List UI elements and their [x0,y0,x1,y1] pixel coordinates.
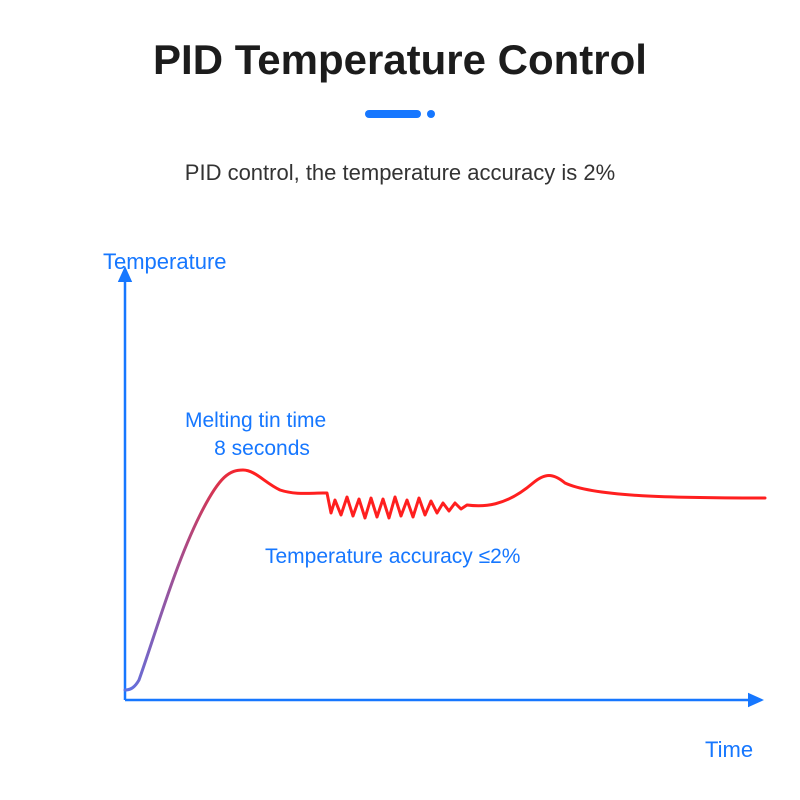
page-subtitle: PID control, the temperature accuracy is… [0,160,800,186]
title-divider [365,110,435,118]
x-axis-arrow [748,693,764,707]
annotation-melting-time: Melting tin time 8 seconds [185,407,326,464]
page: PID Temperature Control PID control, the… [0,0,800,800]
annotation-accuracy: Temperature accuracy ≤2% [265,543,520,571]
chart-svg [115,235,765,745]
divider-bar [365,110,421,118]
temperature-curve [125,470,765,690]
temperature-chart: Temperature Time Melting tin time 8 seco… [115,235,765,745]
y-axis-label: Temperature [103,247,227,277]
page-title: PID Temperature Control [0,36,800,84]
x-axis-label: Time [705,735,753,765]
divider-dot [427,110,435,118]
